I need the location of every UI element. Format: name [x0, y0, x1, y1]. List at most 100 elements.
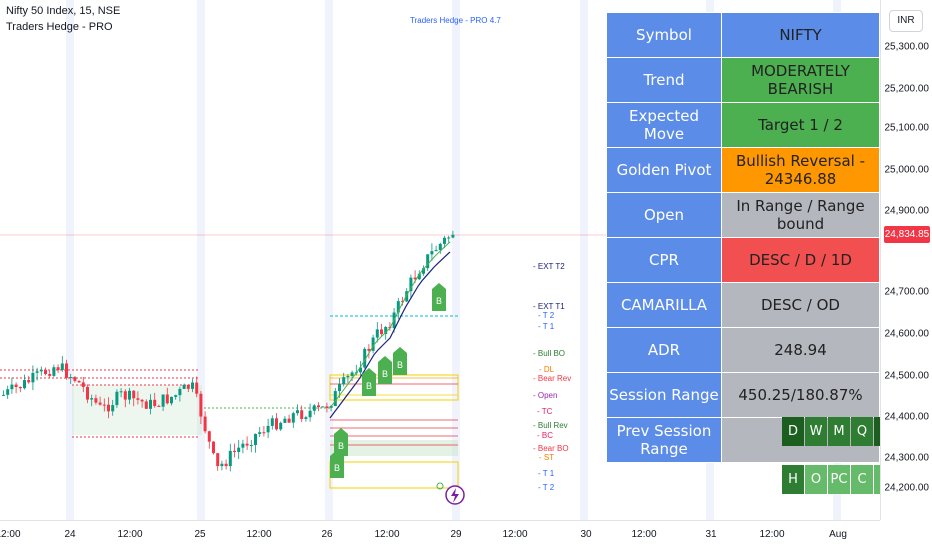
buy-signal-marker: B — [432, 283, 446, 311]
level-ext-t2: - EXT T2 — [533, 262, 565, 271]
buy-signal-marker: B — [330, 450, 344, 478]
candle — [186, 384, 190, 389]
info-key: Trend — [606, 57, 722, 103]
info-value: 248.94 — [721, 327, 880, 373]
candle — [434, 250, 438, 252]
candle — [6, 389, 10, 395]
candle — [317, 405, 320, 408]
buy-signal-label: B — [338, 441, 344, 451]
price-axis-label: 24,200.00 — [884, 482, 930, 494]
timeframe-cell: M — [828, 417, 850, 446]
buy-signal-label: B — [334, 463, 340, 473]
candle — [443, 237, 446, 244]
candle — [233, 450, 236, 452]
candle — [300, 410, 304, 420]
candle — [380, 329, 383, 335]
candle — [325, 406, 329, 408]
level-t1-upper: - T 1 — [538, 322, 555, 331]
candle — [182, 384, 186, 389]
buy-signal-arrow — [378, 356, 392, 362]
candle — [107, 404, 110, 412]
candle — [27, 380, 31, 383]
timeframe-cell: Y — [874, 417, 880, 446]
buy-signal-label: B — [382, 369, 388, 379]
buy-signal-marker: B — [378, 356, 392, 384]
time-axis-label: 25 — [194, 529, 206, 540]
indicator-name[interactable]: Traders Hedge - PRO — [6, 21, 113, 33]
time-axis-label: 26 — [321, 529, 333, 540]
currency-button[interactable]: INR — [889, 10, 923, 32]
info-table-row: Expected Move Target 1 / 2 — [606, 102, 880, 148]
level-ext-t1: - EXT T1 — [533, 302, 565, 311]
timeframe-cell: H — [782, 465, 804, 494]
candle — [10, 384, 14, 390]
candle — [136, 398, 140, 400]
candle — [86, 386, 89, 400]
candle — [363, 348, 367, 368]
session-band — [66, 0, 74, 520]
buy-signal-arrow — [330, 450, 344, 456]
candle — [140, 399, 144, 402]
timeframe-cell: D — [782, 417, 804, 446]
candle — [346, 375, 350, 378]
buy-signal-arrow — [334, 428, 348, 434]
info-table-row: Trend MODERATELY BEARISH — [606, 57, 880, 103]
symbol-title[interactable]: Nifty 50 Index, 15, NSE — [6, 5, 121, 17]
time-axis-label: 12:00 — [0, 529, 21, 540]
candle — [283, 418, 287, 423]
candle — [94, 398, 98, 403]
time-axis-label: 12:00 — [117, 529, 143, 540]
lightning-bolt — [451, 488, 459, 503]
info-value: DESC / OD — [721, 282, 880, 328]
candle — [245, 443, 249, 446]
candle — [128, 390, 131, 400]
candle — [212, 441, 215, 454]
bull-zone — [72, 385, 202, 435]
candle — [384, 326, 388, 335]
candle — [52, 367, 56, 376]
price-axis-label: 25,000.00 — [884, 164, 930, 176]
sun-icon — [436, 482, 444, 490]
buy-signal-body — [432, 289, 446, 311]
candle — [153, 399, 157, 406]
timeframe-grid-top: DWMQY — [782, 417, 880, 446]
candle — [258, 432, 262, 434]
info-table-row: Golden Pivot Bullish Reversal - 24346.88 — [606, 147, 880, 193]
time-axis-label: 12:00 — [374, 529, 400, 540]
candle — [144, 401, 148, 409]
time-axis-label: 12:00 — [246, 529, 272, 540]
info-value: NIFTY — [721, 12, 880, 58]
candle — [338, 384, 341, 392]
candle — [333, 391, 337, 407]
timeframe-cell: Q — [851, 417, 873, 446]
candle — [111, 405, 115, 412]
candle — [60, 363, 64, 371]
pivot-box — [329, 461, 459, 489]
time-axis[interactable]: 12:00 24 12:00 25 12:00 26 12:00 29 12:00 30 12:00… — [0, 520, 880, 551]
level-bull-rev: - Bull Rev — [533, 421, 568, 430]
candle — [203, 416, 207, 432]
buy-signal-body — [378, 362, 392, 384]
level-t2-upper: - T 2 — [538, 311, 555, 320]
lightning-icon — [445, 485, 465, 505]
candle — [342, 377, 346, 385]
candle — [249, 445, 253, 447]
candle — [228, 450, 232, 467]
candle — [312, 405, 316, 411]
candle — [237, 447, 241, 452]
info-value: 450.25/180.87% — [721, 372, 880, 418]
time-axis-label: 29 — [450, 529, 462, 540]
info-value: DESC / D / 1D — [721, 237, 880, 283]
candle — [224, 463, 228, 467]
candle — [132, 390, 136, 399]
price-axis[interactable]: 25,300.00 25,200.00 25,100.00 25,000.00 24,9… — [880, 0, 932, 520]
timeframe-cell: C — [851, 465, 873, 494]
candle — [149, 399, 152, 409]
price-axis-label: 25,100.00 — [884, 122, 930, 134]
session-band — [197, 0, 205, 520]
info-table-row: ADR 248.94 — [606, 327, 880, 373]
candle — [2, 394, 5, 396]
level-bull-bo: - Bull BO — [533, 349, 566, 358]
info-table-row: CAMARILLA DESC / OD — [606, 282, 880, 328]
